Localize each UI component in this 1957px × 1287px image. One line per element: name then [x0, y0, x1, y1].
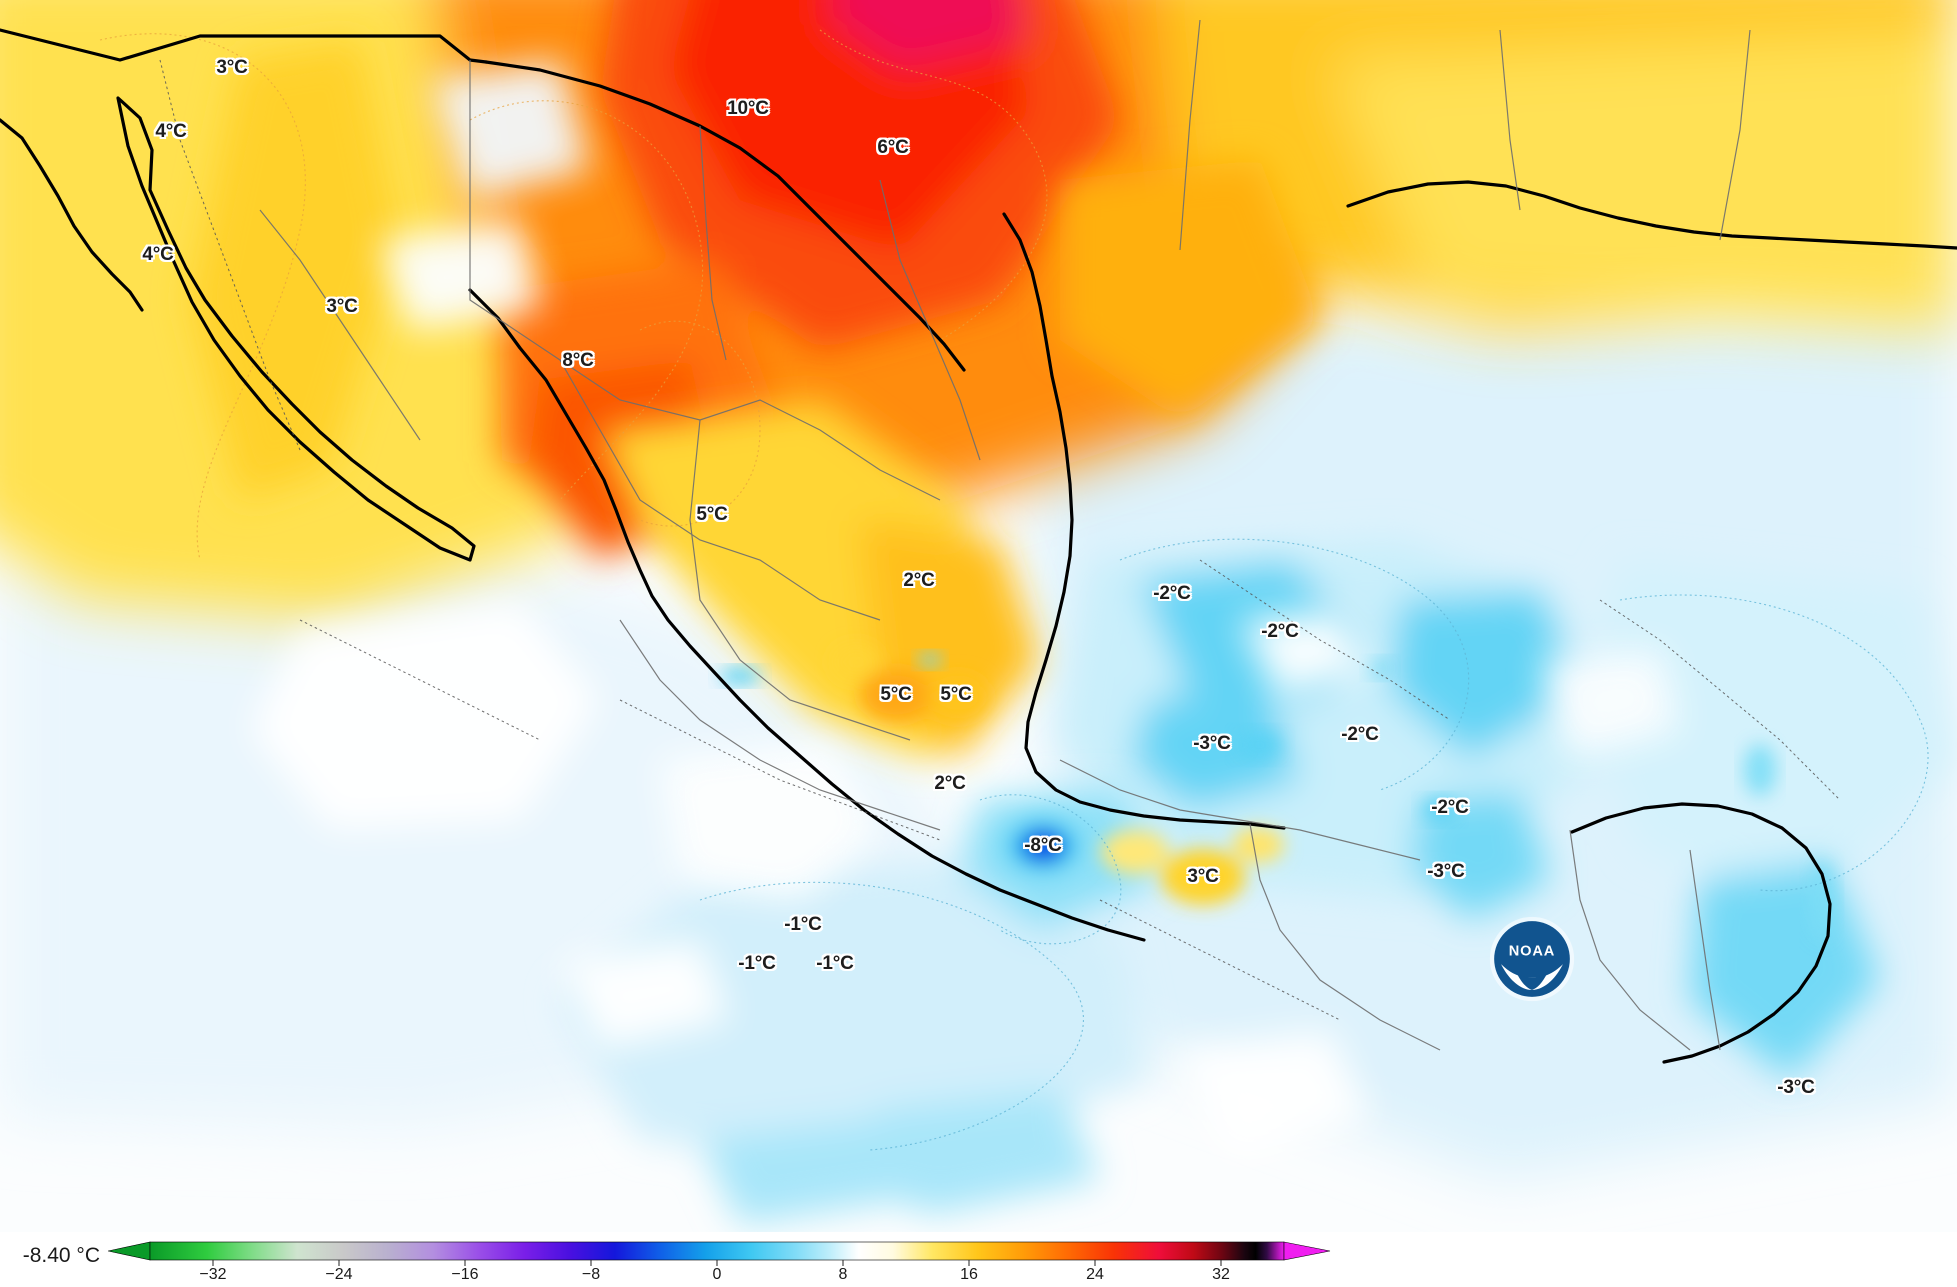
- noaa-logo: NOAA: [1489, 916, 1575, 1002]
- colorbar-tick-label: −32: [199, 1266, 227, 1283]
- colorbar-tick-label: 16: [960, 1266, 978, 1283]
- colorbar-tick-label: 24: [1086, 1266, 1104, 1283]
- map-canvas[interactable]: 3°C 4°C 4°C 3°C 10°C 6°C 8°C 5°C 2°C 5°C 5°C 2°C -2°…: [0, 0, 1957, 1232]
- colorbar-tick-label: −16: [451, 1266, 479, 1283]
- colorbar-gradient: [108, 1241, 1331, 1266]
- colorbar-tick-label: 0: [712, 1266, 722, 1283]
- colorbar-min-label: -8.40 °C: [22, 1244, 100, 1267]
- colorbar-tick-label: 8: [838, 1266, 848, 1283]
- temperature-anomaly-contours: [0, 0, 1957, 1225]
- colorbar-tick-label: −8: [581, 1266, 601, 1283]
- colorbar[interactable]: −32 −24 −16 −8 0 8 16 24 32: [108, 1240, 1368, 1283]
- colorbar-tick-label: −24: [325, 1266, 353, 1283]
- colorbar-tick-label: 32: [1212, 1266, 1230, 1283]
- svg-text:NOAA: NOAA: [1509, 944, 1555, 960]
